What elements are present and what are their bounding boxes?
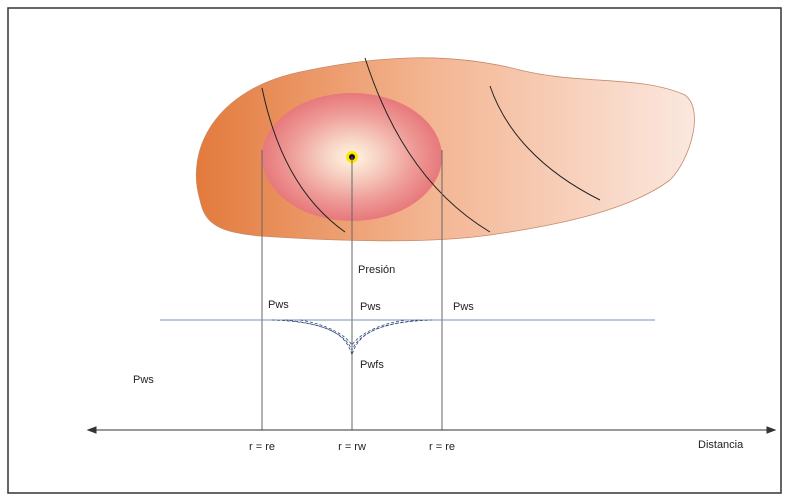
label: Pwfs	[360, 359, 384, 371]
label: r = re	[249, 441, 275, 453]
label: Presión	[358, 264, 395, 276]
label: Pws	[360, 301, 381, 313]
label: Pws	[268, 299, 289, 311]
x-axis	[88, 427, 775, 433]
diagram: Presión Pws Pws Pws Pwfs Pws r = re r = …	[0, 0, 789, 501]
label: Pws	[133, 374, 154, 386]
label: r = rw	[338, 441, 366, 453]
label: Distancia	[698, 439, 744, 451]
label: r = re	[429, 441, 455, 453]
label: Pws	[453, 301, 474, 313]
